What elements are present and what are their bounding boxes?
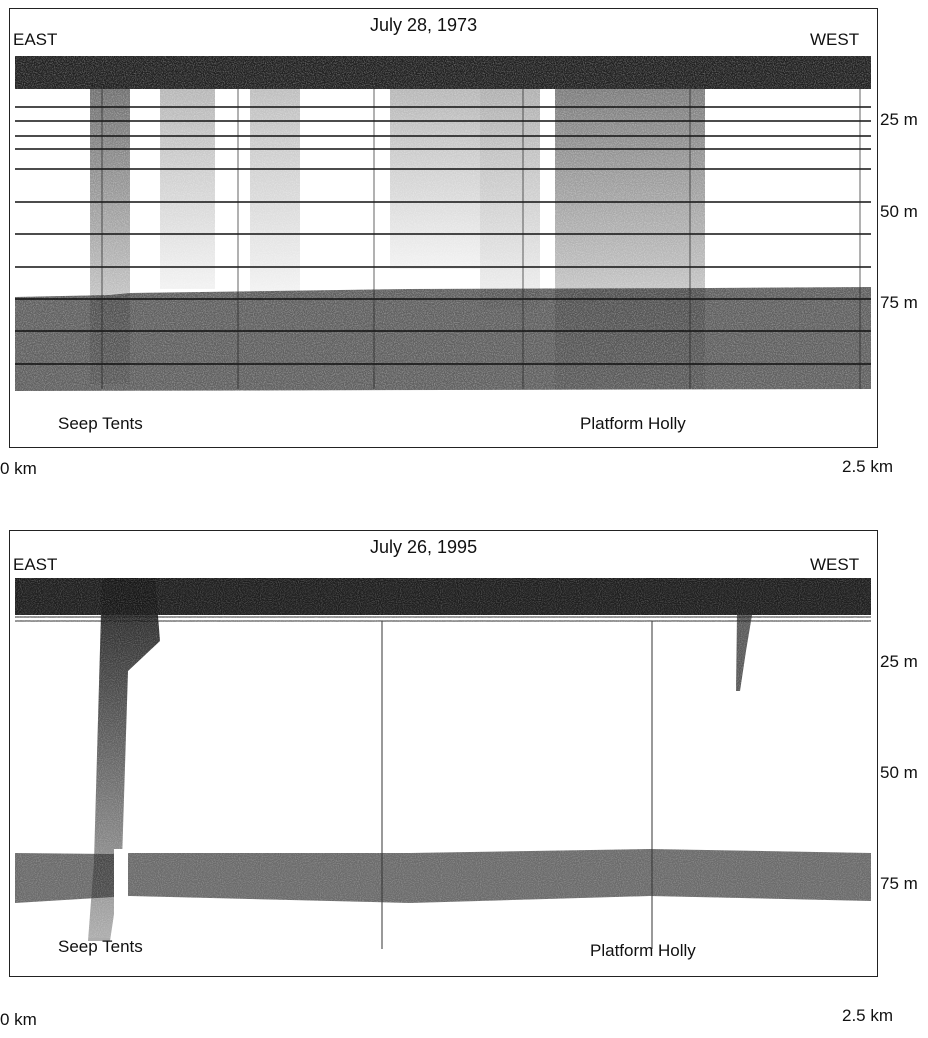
platform-holly-label: Platform Holly (580, 414, 686, 433)
fix-marks (381, 621, 653, 949)
echogram-image-1973 (15, 56, 871, 401)
depth-tick-25m: 25 m (880, 110, 918, 129)
echogram-image-1995 (15, 578, 871, 949)
distance-start-label: 0 km (0, 459, 37, 478)
seep-tents-label: Seep Tents (58, 414, 143, 433)
depth-tick-50m: 50 m (880, 202, 918, 221)
panel-title: July 28, 1973 (370, 15, 478, 35)
distance-end-label: 2.5 km (842, 1006, 894, 1025)
depth-tick-50m: 50 m (880, 763, 918, 782)
west-label: WEST (810, 30, 860, 49)
echogram-panel-1995: July 26, 1995 EAST WEST Seep Tents Platf… (9, 530, 878, 977)
platform-holly-label: Platform Holly (590, 941, 696, 960)
fix-marks (101, 89, 861, 389)
echogram-panel-1973: July 28, 1973 EAST WEST Seep Tents Platf… (9, 8, 878, 448)
depth-tick-75m: 75 m (880, 293, 918, 312)
seep-tents-label: Seep Tents (58, 937, 143, 956)
distance-end-label: 2.5 km (842, 457, 894, 476)
distance-start-label: 0 km (0, 1010, 37, 1029)
east-label: EAST (13, 30, 58, 49)
depth-tick-25m: 25 m (880, 652, 918, 671)
depth-gridlines (15, 106, 871, 365)
depth-tick-75m: 75 m (880, 874, 918, 893)
panel-title: July 26, 1995 (370, 537, 478, 557)
east-label: EAST (13, 555, 58, 574)
west-label: WEST (810, 555, 860, 574)
